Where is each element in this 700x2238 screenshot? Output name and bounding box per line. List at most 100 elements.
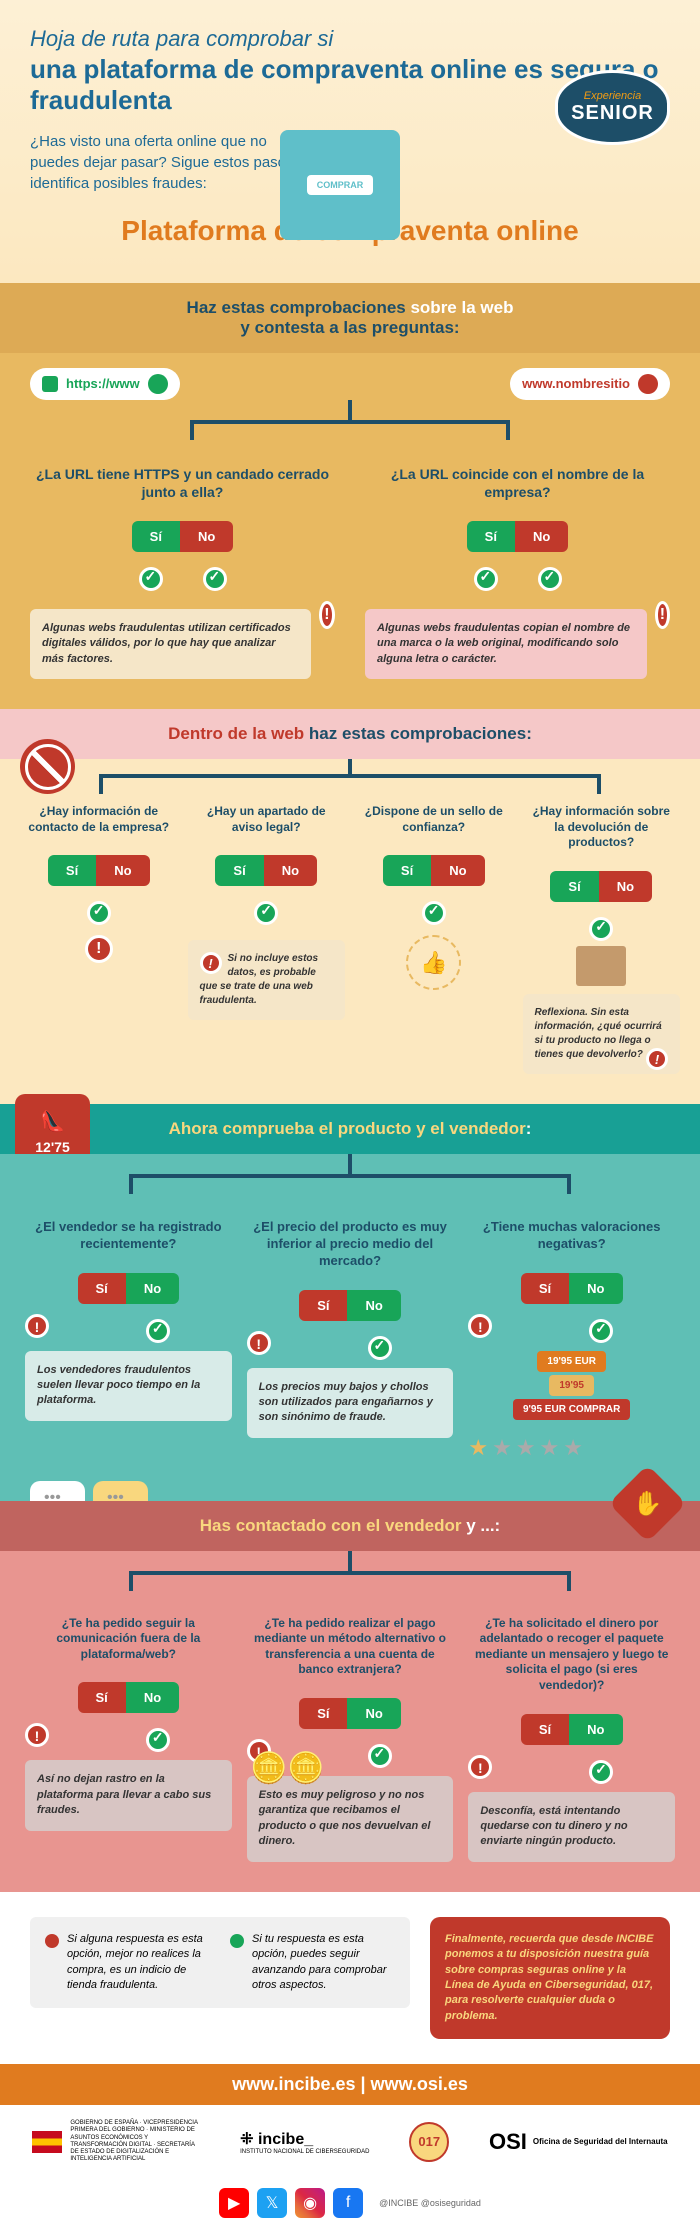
q-contact: ¿Hay información de contacto de la empre…: [20, 794, 178, 845]
youtube-icon[interactable]: ▶: [219, 2188, 249, 2218]
s4-title: Has contactado con el vendedor y ...:: [0, 1501, 700, 1551]
legend: Si alguna respuesta es esta opción, mejo…: [0, 1892, 700, 2064]
check-icon: [589, 1760, 613, 1784]
footer-urls: www.incibe.es | www.osi.es: [0, 2064, 700, 2105]
badge-017: 017: [409, 2122, 449, 2162]
spain-flag-icon: [32, 2131, 62, 2153]
no-btn: No: [126, 1682, 179, 1713]
check-icon: [146, 1728, 170, 1752]
section-2: ¿Hay información de contacto de la empre…: [0, 759, 700, 1104]
url-https: https://www: [30, 368, 180, 400]
gov-logo: GOBIERNO DE ESPAÑA · VICEPRESIDENCIA PRI…: [32, 2120, 200, 2163]
no-btn: No: [96, 855, 149, 886]
yes-btn: Sí: [299, 1698, 347, 1729]
section-3: ¿El vendedor se ha registrado recienteme…: [0, 1154, 700, 1501]
no-info-icon: [20, 739, 75, 794]
yes-btn: Sí: [383, 855, 431, 886]
search-icon: [638, 374, 658, 394]
q-price: ¿El precio del producto es muy inferior …: [247, 1209, 454, 1280]
handles: @INCIBE @osiseguridad: [379, 2198, 481, 2208]
yes-btn: Sí: [521, 1273, 569, 1304]
alert-icon: !: [655, 601, 670, 629]
alert-icon: !: [646, 1048, 668, 1070]
lock-icon: [42, 376, 58, 392]
alert-icon: !: [468, 1755, 492, 1779]
recommended-badge: [406, 935, 461, 990]
check-icon: [589, 917, 613, 941]
social-icons: ▶ 𝕏 ◉ f @INCIBE @osiseguridad: [0, 2178, 700, 2238]
no-btn: No: [264, 855, 317, 886]
incibe-logo: ⁜ incibe_ INSTITUTO NACIONAL DE CIBERSEG…: [240, 2129, 369, 2155]
stars: ★★★★★: [468, 1435, 675, 1461]
s2-title: Dentro de la web haz estas comprobacione…: [0, 709, 700, 759]
yes-btn: Sí: [78, 1682, 126, 1713]
footer: www.incibe.es | www.osi.es GOBIERNO DE E…: [0, 2064, 700, 2238]
yes-btn: Sí: [48, 855, 96, 886]
yes-btn: Sí: [78, 1273, 126, 1304]
q-returns: ¿Hay información sobre la devolución de …: [523, 794, 681, 861]
note: !Si no incluye estos datos, es probable …: [188, 940, 346, 1020]
no-btn: No: [569, 1714, 622, 1745]
q-https: ¿La URL tiene HTTPS y un candado cerrado…: [30, 455, 335, 511]
alert-icon: !: [468, 1314, 492, 1338]
note: Así no dejan rastro en la plataforma par…: [25, 1760, 232, 1830]
no-btn: No: [569, 1273, 622, 1304]
section-4: ¿Te ha pedido seguir la comunicación fue…: [0, 1551, 700, 1892]
yes-btn: Sí: [132, 521, 180, 552]
check-icon: [538, 567, 562, 591]
instagram-icon[interactable]: ◉: [295, 2188, 325, 2218]
shoe-icon: 👠: [27, 1109, 78, 1134]
comprar-illustration: COMPRAR: [280, 130, 400, 240]
no-btn: No: [431, 855, 484, 886]
alert-icon: !: [319, 601, 335, 629]
q-payment: ¿Te ha pedido realizar el pago mediante …: [247, 1606, 454, 1688]
section-1: https://www www.nombresitio ¿La URL tien…: [0, 353, 700, 710]
check-icon: [368, 1744, 392, 1768]
header: Hoja de ruta para comprobar si una plata…: [0, 0, 700, 283]
note: Algunas webs fraudulentas utilizan certi…: [30, 609, 311, 679]
alert-icon: !: [200, 952, 222, 974]
q-reviews: ¿Tiene muchas valoraciones negativas?: [468, 1209, 675, 1263]
no-btn: No: [347, 1290, 400, 1321]
yes-btn: Sí: [467, 521, 515, 552]
yes-btn: Sí: [550, 871, 598, 902]
check-icon: [254, 901, 278, 925]
no-btn: No: [515, 521, 568, 552]
check-icon: [203, 567, 227, 591]
price-cards: 19'95 EUR 19'95 9'95 EUR COMPRAR: [468, 1351, 675, 1420]
check-icon: [146, 1319, 170, 1343]
alert-icon: !: [25, 1723, 49, 1747]
note: Desconfía, está intentando quedarse con …: [468, 1792, 675, 1862]
senior-badge: Experiencia SENIOR: [555, 70, 670, 145]
final-note: Finalmente, recuerda que desde INCIBE po…: [430, 1917, 670, 2039]
q-url-match: ¿La URL coincide con el nombre de la emp…: [365, 455, 670, 511]
facebook-icon[interactable]: f: [333, 2188, 363, 2218]
yes-btn: Sí: [521, 1714, 569, 1745]
url-fake: www.nombresitio: [510, 368, 670, 400]
footer-logos: GOBIERNO DE ESPAÑA · VICEPRESIDENCIA PRI…: [0, 2105, 700, 2178]
alert-icon: !: [85, 935, 113, 963]
note: Algunas webs fraudulentas copian el nomb…: [365, 609, 647, 679]
box-icon: [576, 946, 626, 986]
no-btn: No: [126, 1273, 179, 1304]
subtitle: ¿Has visto una oferta online que no pued…: [30, 131, 310, 194]
legend-box: Si alguna respuesta es esta opción, mejo…: [30, 1917, 410, 2009]
note: Los precios muy bajos y chollos son util…: [247, 1368, 454, 1438]
s3-title: 👠 12'75 EUR 29,95€ COMPRAR AHORA ★★★ Aho…: [0, 1104, 700, 1154]
coins-icon: 🪙🪙: [250, 1751, 325, 1786]
yes-btn: Sí: [215, 855, 263, 886]
s1-title: Haz estas comprobaciones sobre la web y …: [0, 283, 700, 353]
q-outside: ¿Te ha pedido seguir la comunicación fue…: [25, 1606, 232, 1673]
twitter-icon[interactable]: 𝕏: [257, 2188, 287, 2218]
no-btn: No: [599, 871, 652, 902]
red-dot-icon: [45, 1934, 59, 1948]
q-seal: ¿Dispone de un sello de confianza?: [355, 794, 513, 845]
check-icon: [87, 901, 111, 925]
no-btn: No: [347, 1698, 400, 1729]
alert-icon: !: [25, 1314, 49, 1338]
no-btn: No: [180, 521, 233, 552]
search-icon: [148, 374, 168, 394]
check-icon: [368, 1336, 392, 1360]
check-icon: [474, 567, 498, 591]
check-icon: [422, 901, 446, 925]
